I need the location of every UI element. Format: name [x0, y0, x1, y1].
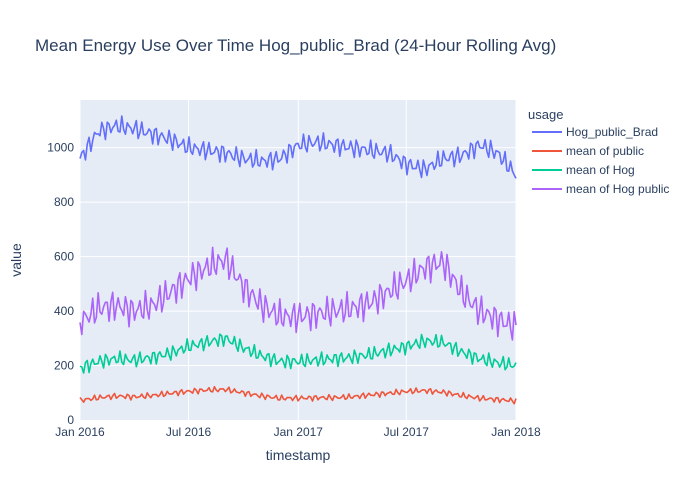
y-tick-label: 400	[54, 304, 74, 318]
legend-item[interactable]: mean of Hog public	[532, 182, 669, 196]
grid-lines	[79, 100, 517, 420]
y-tick-label: 800	[54, 195, 74, 209]
legend-label: mean of public	[566, 144, 644, 158]
series-line	[79, 385, 517, 405]
legend-item[interactable]: mean of Hog	[532, 163, 635, 177]
x-tick-label: Jan 2016	[55, 425, 105, 439]
y-axis: 0 200 400 600 800 1000	[47, 141, 74, 427]
legend-title: usage	[528, 107, 563, 122]
series-line	[79, 333, 517, 374]
x-axis: Jan 2016 Jul 2016 Jan 2017 Jul 2017 Jan 2018	[55, 425, 541, 439]
series-line	[79, 246, 517, 341]
y-tick-label: 1000	[47, 141, 74, 155]
legend-label: mean of Hog public	[566, 182, 669, 196]
y-axis-title: value	[8, 243, 24, 277]
x-tick-label: Jul 2017	[384, 425, 430, 439]
x-tick-label: Jan 2017	[274, 425, 324, 439]
x-tick-label: Jul 2016	[166, 425, 212, 439]
series-line	[79, 115, 517, 179]
legend-label: Hog_public_Brad	[566, 125, 658, 139]
y-tick-label: 200	[54, 359, 74, 373]
x-tick-label: Jan 2018	[491, 425, 541, 439]
y-tick-label: 0	[67, 413, 74, 427]
legend-item[interactable]: mean of public	[532, 144, 644, 158]
y-tick-label: 600	[54, 250, 74, 264]
legend-label: mean of Hog	[566, 163, 635, 177]
legend-item[interactable]: Hog_public_Brad	[532, 125, 658, 139]
plot-series	[79, 115, 517, 405]
x-axis-title: timestamp	[266, 447, 331, 463]
chart-title: Mean Energy Use Over Time Hog_public_Bra…	[35, 36, 556, 55]
